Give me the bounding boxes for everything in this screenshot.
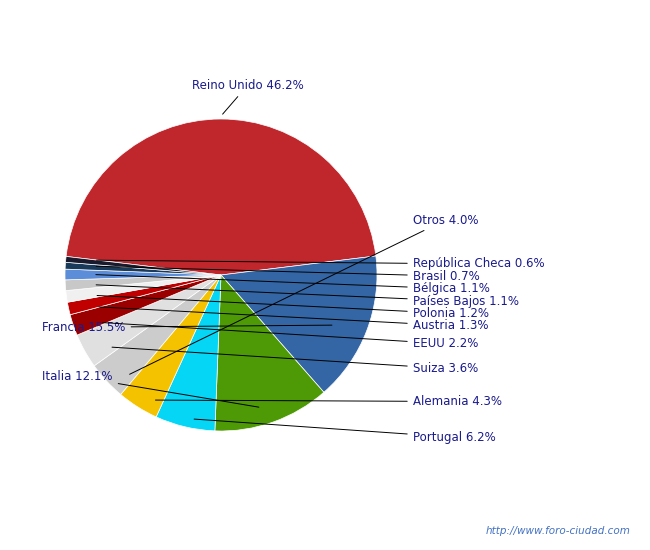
Wedge shape bbox=[66, 256, 221, 275]
Wedge shape bbox=[68, 275, 221, 315]
Wedge shape bbox=[65, 275, 221, 290]
Text: Brasil 0.7%: Brasil 0.7% bbox=[96, 266, 480, 283]
Wedge shape bbox=[77, 275, 221, 366]
Text: Italia 12.1%: Italia 12.1% bbox=[42, 370, 259, 407]
Text: Bélgica 1.1%: Bélgica 1.1% bbox=[96, 274, 489, 295]
Wedge shape bbox=[70, 275, 221, 335]
Wedge shape bbox=[156, 275, 221, 431]
Text: República Checa 0.6%: República Checa 0.6% bbox=[96, 257, 545, 271]
Text: Suiza 3.6%: Suiza 3.6% bbox=[112, 347, 478, 375]
Text: EEUU 2.2%: EEUU 2.2% bbox=[103, 323, 478, 350]
Wedge shape bbox=[65, 269, 221, 280]
Text: Reino Unido 46.2%: Reino Unido 46.2% bbox=[192, 79, 304, 114]
Text: Países Bajos 1.1%: Países Bajos 1.1% bbox=[96, 285, 519, 308]
Text: Polonia 1.2%: Polonia 1.2% bbox=[97, 295, 489, 320]
Wedge shape bbox=[221, 256, 377, 392]
Text: Otros 4.0%: Otros 4.0% bbox=[129, 213, 478, 374]
Wedge shape bbox=[66, 119, 376, 275]
Wedge shape bbox=[121, 275, 221, 417]
Wedge shape bbox=[65, 262, 221, 275]
Text: Portugal 6.2%: Portugal 6.2% bbox=[194, 419, 495, 444]
Wedge shape bbox=[215, 275, 324, 431]
Text: http://www.foro-ciudad.com: http://www.foro-ciudad.com bbox=[486, 526, 630, 536]
Text: Alemania 4.3%: Alemania 4.3% bbox=[155, 395, 502, 408]
Wedge shape bbox=[94, 275, 221, 394]
Wedge shape bbox=[66, 275, 221, 302]
Text: Ferreries - Turistas extranjeros según país - Julio de 2024: Ferreries - Turistas extranjeros según p… bbox=[107, 14, 543, 31]
Text: Francia 15.5%: Francia 15.5% bbox=[42, 321, 332, 334]
Text: Austria 1.3%: Austria 1.3% bbox=[99, 307, 488, 332]
